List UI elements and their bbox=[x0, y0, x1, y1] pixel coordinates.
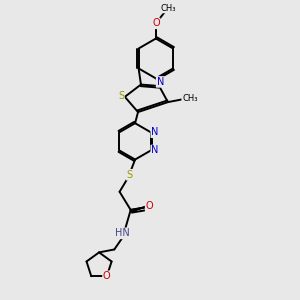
Text: O: O bbox=[146, 201, 153, 212]
Text: O: O bbox=[152, 18, 160, 28]
Text: S: S bbox=[127, 170, 133, 180]
Text: CH₃: CH₃ bbox=[160, 4, 176, 13]
Text: N: N bbox=[151, 146, 159, 155]
Text: HN: HN bbox=[115, 228, 129, 239]
Text: N: N bbox=[151, 127, 159, 137]
Text: CH₃: CH₃ bbox=[182, 94, 198, 103]
Text: O: O bbox=[103, 271, 111, 281]
Text: S: S bbox=[118, 91, 124, 101]
Text: N: N bbox=[157, 77, 164, 87]
